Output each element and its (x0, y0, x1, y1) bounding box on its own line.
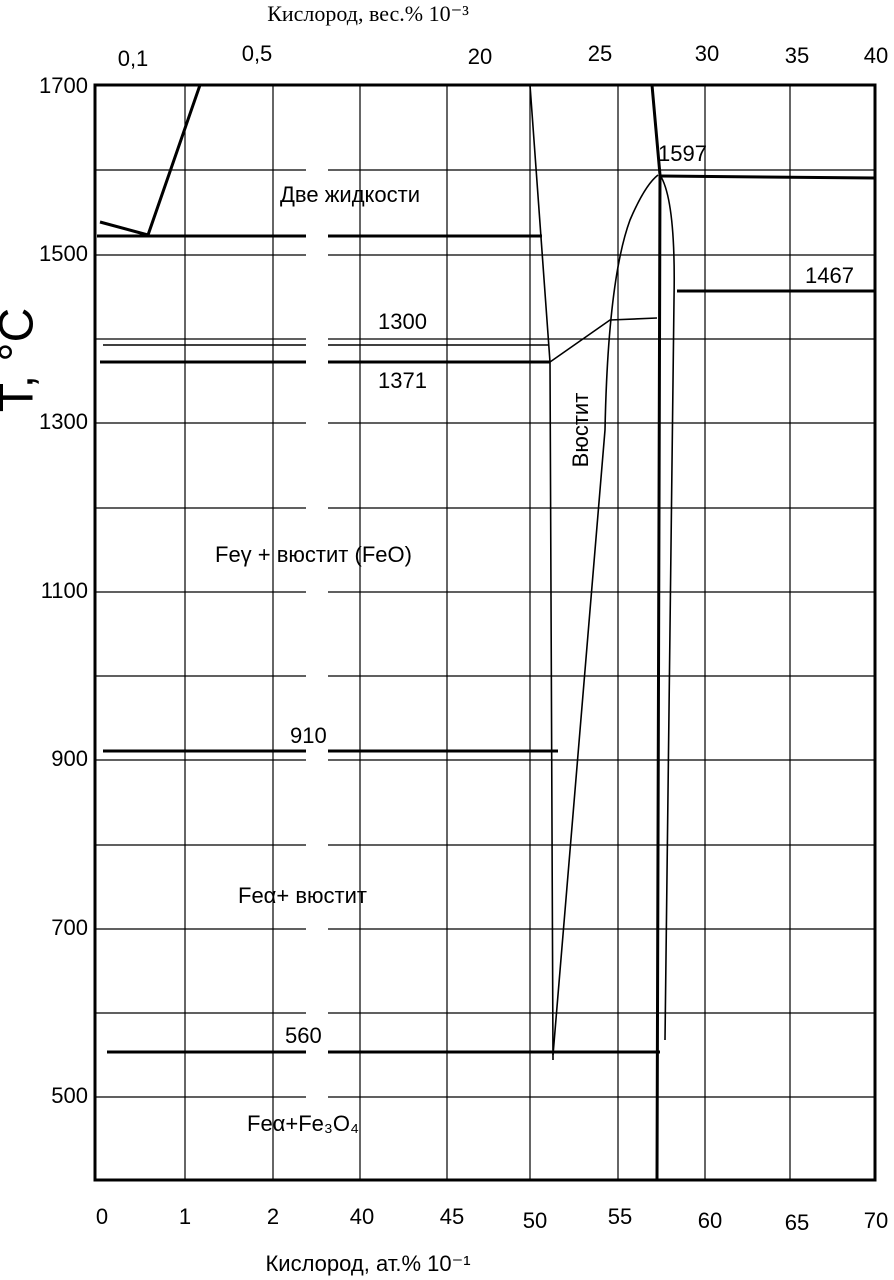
y-axis-label: T, °C (0, 308, 44, 413)
top-ticks: 0,1 0,5 20 25 30 35 40 (118, 41, 889, 71)
y-tick-label: 1300 (39, 409, 88, 434)
y-tick-label: 1500 (39, 241, 88, 266)
top-tick-label: 35 (785, 43, 809, 68)
bottom-tick-label: 70 (864, 1208, 888, 1233)
top-tick-label: 30 (695, 41, 719, 66)
temperature-label: 560 (285, 1023, 322, 1048)
bottom-axis-label: Кислород, ат.% 10⁻¹ (265, 1251, 470, 1276)
top-tick-label: 20 (468, 44, 492, 69)
top-tick-label: 0,5 (242, 41, 273, 66)
y-tick-label: 900 (51, 746, 88, 771)
top-tick-label: 25 (588, 41, 612, 66)
y-tick-label: 1100 (41, 578, 88, 603)
region-label: Feγ + вюстит (FeO) (215, 542, 412, 567)
y-tick-label: 700 (51, 915, 88, 940)
bottom-tick-label: 2 (267, 1204, 279, 1229)
temperature-label: 1300 (378, 309, 427, 334)
bottom-tick-label: 65 (785, 1210, 809, 1235)
top-axis-label: Кислород, вес.% 10⁻³ (267, 1, 469, 26)
grid (95, 85, 875, 1180)
bottom-tick-label: 55 (608, 1204, 632, 1229)
temperature-label: 1467 (805, 263, 854, 288)
phase-lines (97, 84, 876, 1181)
bottom-tick-label: 45 (440, 1204, 464, 1229)
temperature-label: 1371 (378, 368, 427, 393)
region-label: Две жидкости (280, 182, 420, 207)
bottom-tick-label: 50 (523, 1208, 547, 1233)
bottom-tick-label: 40 (350, 1204, 374, 1229)
bottom-tick-label: 0 (96, 1204, 108, 1229)
bottom-ticks: 0 1 2 40 45 50 55 60 65 70 (96, 1204, 888, 1235)
plot-frame (93, 83, 877, 1182)
temperature-label: 1597 (658, 141, 707, 166)
region-label: Feα+ вюстит (238, 883, 367, 908)
top-tick-label: 40 (864, 43, 888, 68)
temperature-label: 910 (290, 723, 327, 748)
y-ticks: 1700 1500 1300 1100 900 700 500 (39, 73, 88, 1108)
annotations: Две жидкости 1300 1371 Вюстит Feγ + вюст… (215, 141, 854, 1136)
region-label: Feα+Fe₃O₄ (247, 1111, 359, 1136)
bottom-tick-label: 1 (179, 1204, 191, 1229)
region-label: Вюстит (568, 393, 593, 468)
axis-break (306, 87, 328, 1179)
y-tick-label: 500 (51, 1083, 88, 1108)
top-tick-label: 0,1 (118, 46, 149, 71)
y-tick-label: 1700 (39, 73, 88, 98)
bottom-tick-label: 60 (698, 1208, 722, 1233)
